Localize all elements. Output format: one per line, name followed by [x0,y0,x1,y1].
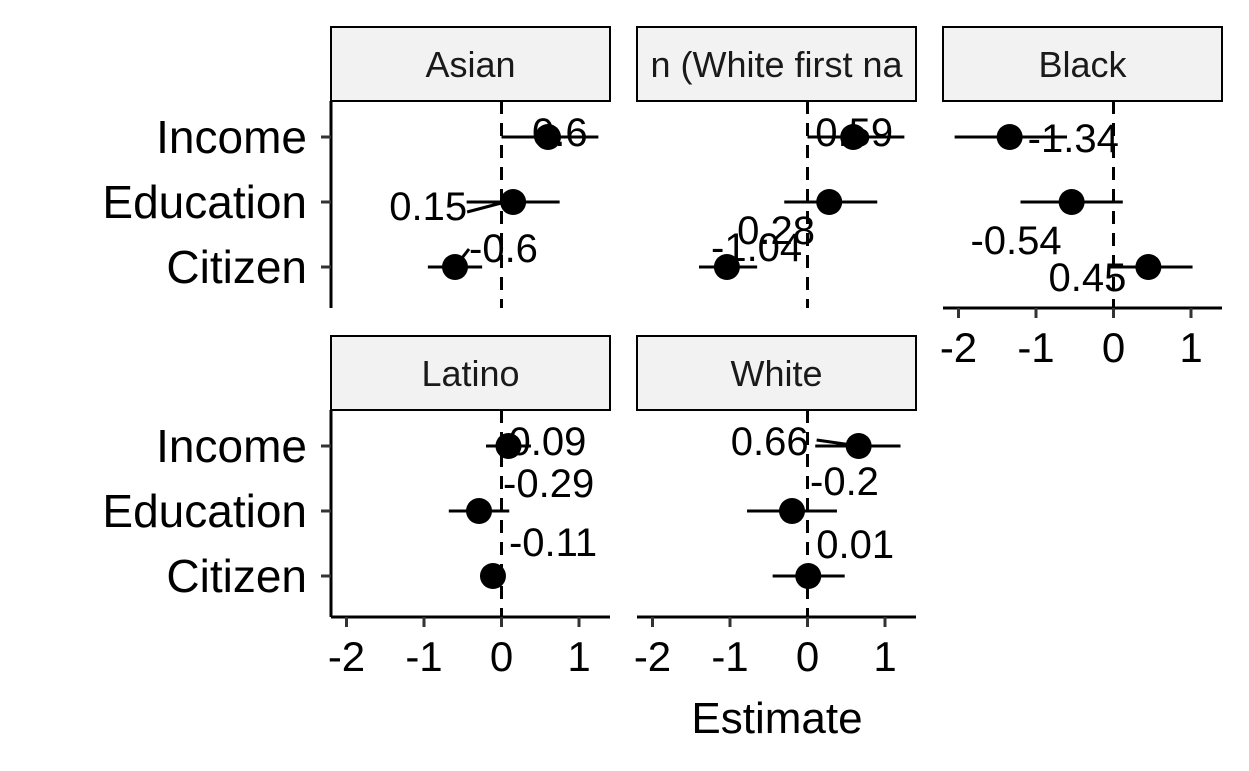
panel: Asian Income Education Citizen 0.6 0.15-0.6 [102,26,611,308]
x-tick-label: -2 [940,324,977,371]
x-tick-label: -2 [634,633,671,680]
facet-strip [636,335,917,411]
label-connector [466,200,506,214]
x-tick-label: 0 [1102,324,1125,371]
facet-strip [636,26,917,102]
panel: Black -2 -1 0 1 -1.34 -0.540.45 [940,26,1223,371]
y-tick-label-citizen: Citizen [166,241,307,293]
x-tick-label: 1 [1179,324,1202,371]
facet-strip-label: n (White first na [650,44,903,85]
data-label: -1.34 [1028,117,1119,161]
facet-strip [330,26,611,102]
x-tick-label: 0 [796,633,819,680]
y-tick-label-income: Income [156,111,307,163]
data-label: -0.2 [810,460,879,504]
point-estimate [495,433,522,459]
facet-strip-label: White [730,353,822,394]
point-estimate [779,498,805,524]
facet-strip [330,335,611,411]
x-tick-label: -1 [711,633,748,680]
x-axis-title: Estimate [691,694,862,743]
facet-strip-label: Latino [421,353,519,394]
x-tick-label: -1 [405,633,442,680]
facet-strip-label: Asian [425,44,515,85]
point-estimate [840,124,867,150]
data-label: 0.45 [1049,256,1127,300]
y-tick-label-income: Income [156,420,307,472]
data-label: 0.01 [816,523,894,567]
panel: n (White first na 0.59 0.28-1.04 [636,26,917,308]
point-estimate [479,563,506,589]
y-tick-label-citizen: Citizen [166,550,307,602]
data-label: 0.6 [532,111,588,155]
x-tick-label: -2 [328,633,365,680]
x-tick-label: 0 [490,633,513,680]
point-estimate [816,189,843,215]
label-connector [816,438,859,448]
data-label: -0.29 [503,462,594,506]
data-label: -1.04 [711,226,802,270]
point-estimate [1135,254,1162,280]
point-estimate [535,124,561,150]
point-estimate [466,498,493,524]
data-label: 0.09 [508,420,586,464]
point-estimate [713,254,740,280]
point-estimate [795,563,822,589]
data-label: -0.6 [469,227,538,271]
x-tick-label: 1 [873,633,896,680]
data-label: 0.66 [731,420,809,464]
x-tick-label: 1 [567,633,590,680]
data-label: 0.15 [389,185,467,229]
y-tick-label-education: Education [102,176,307,228]
x-tick-label: -1 [1017,324,1054,371]
data-label: 0.28 [737,209,815,253]
panel: White -2 -1 0 1 0.66-0.2 0.01 [634,335,917,680]
facet-strip-label: Black [1038,44,1127,85]
data-label: -0.11 [509,521,597,565]
point-estimate [1058,189,1085,215]
data-label: -0.54 [970,219,1061,263]
facet-strip [942,26,1223,102]
data-label: 0.59 [815,111,893,155]
point-estimate [500,189,527,215]
label-connector [453,248,471,268]
y-tick-label-education: Education [102,485,307,537]
